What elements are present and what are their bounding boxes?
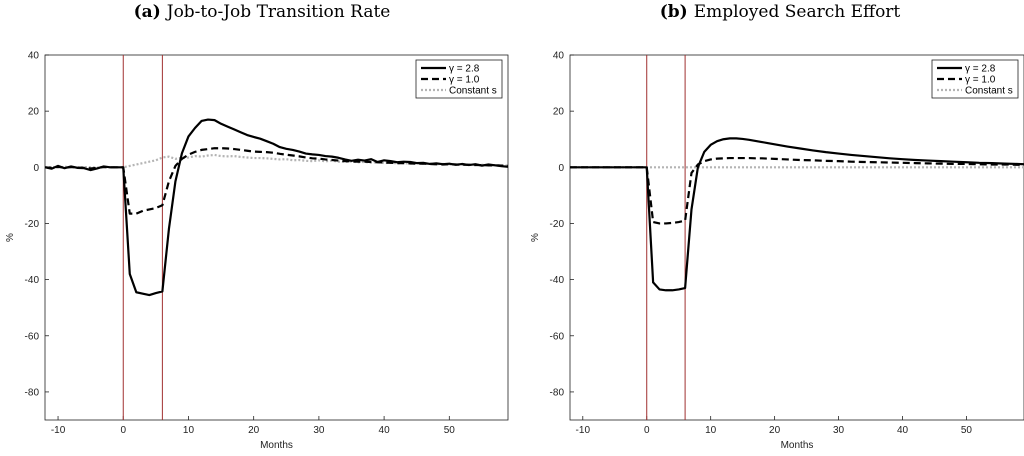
panel-b-title: (b) Employed Search Effort — [530, 2, 1024, 22]
panel-b-legend-box — [931, 59, 1019, 99]
panel-b-xtick-label: 20 — [769, 425, 781, 436]
panel-a-xtick-label: 40 — [379, 425, 391, 436]
panel-a-ylabel: % — [5, 233, 16, 242]
panel-a-ytick-label: -80 — [25, 387, 40, 398]
panel-b-ytick-label: -20 — [550, 219, 565, 230]
panel-b-ytick-label: 20 — [553, 107, 565, 118]
panel-a-ytick-label: 20 — [28, 107, 40, 118]
panel-b-legend-label: γ = 1.0 — [965, 75, 996, 86]
panel-b-xtick-label: 30 — [833, 425, 845, 436]
panel-b-ytick-label: 0 — [558, 163, 564, 174]
panel-b-tag: (b) — [659, 2, 688, 22]
panel-a-title: (a) Job-to-Job Transition Rate — [12, 2, 512, 22]
panel-b-xtick-label: 40 — [897, 425, 909, 436]
panel-b-axes-box — [569, 54, 1024, 421]
panel-a-title-text: Job-to-Job Transition Rate — [166, 2, 391, 22]
panel-a-ytick-label: -20 — [25, 219, 40, 230]
panel-a-series-line-2 — [45, 147, 508, 215]
panel-b-plot: -10 0 10 20 30 40 50 40 20 0 -20 -40 -60 -80 Months% γ … — [530, 51, 1024, 451]
panel-b-legend-label: Constant s — [965, 86, 1013, 97]
panel-b-xtick-label: 0 — [644, 425, 650, 436]
panel-a-xtick-label: 0 — [120, 425, 126, 436]
panel-a-xtick-label: 20 — [248, 425, 260, 436]
panel-b-ylabel: % — [530, 233, 541, 242]
panel-b-xlabel: Months — [781, 440, 814, 451]
panel-b-ytick-label: 40 — [553, 51, 565, 62]
panel-a-ytick-label: -60 — [25, 331, 40, 342]
panel-b-ytick-label: -80 — [550, 387, 565, 398]
panel-a-ytick-label: -40 — [25, 275, 40, 286]
panel-a-xtick-label: 30 — [313, 425, 325, 436]
panel-a-xlabel: Months — [260, 440, 293, 451]
panel-a-legend-label: γ = 2.8 — [449, 64, 480, 75]
panel-b-xtick-label: 10 — [705, 425, 717, 436]
panel-a-legend-label: γ = 1.0 — [449, 75, 480, 86]
panel-a-legend-box — [415, 59, 503, 99]
panel-a-ytick-label: 40 — [28, 51, 40, 62]
panel-b-ytick-label: -40 — [550, 275, 565, 286]
panel-b-title-text: Employed Search Effort — [693, 2, 901, 22]
panel-b-series-line-1 — [570, 137, 1024, 292]
panel-b-ytick-label: -60 — [550, 331, 565, 342]
panel-a-series-line-3 — [45, 153, 508, 169]
panel-a-plot: -10 0 10 20 30 40 50 40 20 0 -20 -40 -60 -80 Months% γ … — [5, 51, 509, 451]
panel-a-ytick-label: 0 — [33, 163, 39, 174]
panel-a-legend-label: Constant s — [449, 86, 497, 97]
panel-a-series-line-1 — [45, 118, 508, 297]
panel-b-xtick-label: 50 — [961, 425, 973, 436]
panel-b-xtick-label: -10 — [576, 425, 591, 436]
panel-a-xtick-label: 10 — [183, 425, 195, 436]
panel-a-tag: (a) — [133, 2, 161, 22]
panel-b-legend-label: γ = 2.8 — [965, 64, 996, 75]
panel-a-xtick-label: -10 — [51, 425, 66, 436]
panel-a-xtick-label: 50 — [444, 425, 456, 436]
panel-a-axes-box — [44, 54, 509, 421]
